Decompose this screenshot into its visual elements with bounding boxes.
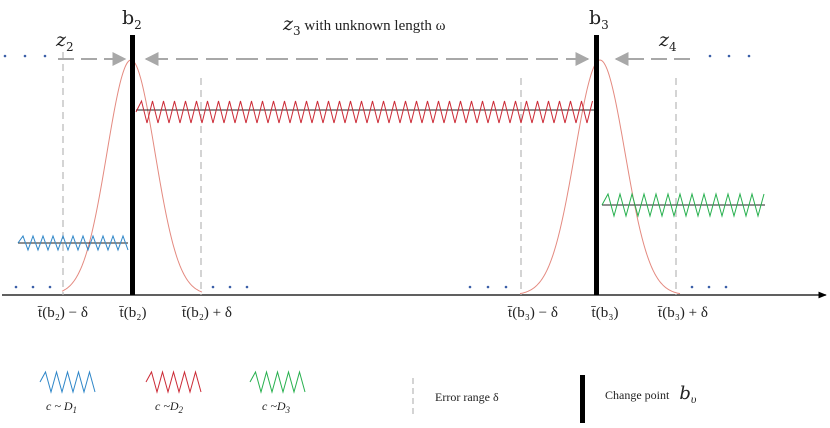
signal-d3-zigzag: [601, 192, 765, 218]
label-b3-sub: 3: [601, 18, 609, 32]
legend-label-d2-main: c ~D: [155, 399, 179, 413]
label-z3-main: z: [282, 13, 294, 35]
label-z4: z4: [658, 29, 677, 54]
legend-change-point-label: Change point bυ: [605, 383, 697, 406]
error-range-lines: [62, 52, 677, 295]
dot: [486, 285, 490, 289]
bell-curve-b3: [519, 59, 681, 295]
legend-error-range-label: Error range δ: [435, 390, 499, 404]
signal-d1: [17, 234, 129, 252]
change-point-bar-b3: [594, 35, 599, 295]
dot: [724, 285, 728, 289]
legend-change-point-sym: b: [679, 383, 691, 404]
legend-label-d3-main: c ~D: [262, 399, 286, 413]
legend-swatch-d3: [249, 370, 306, 394]
dot: [690, 285, 694, 289]
axis-label-b3: t̄(b₃): [591, 305, 619, 321]
signal-d3: [601, 192, 765, 218]
dot: [504, 285, 508, 289]
legend-swatch-d2: [145, 370, 202, 394]
label-b3: b3: [589, 7, 609, 32]
ellipsis-dots: [3, 54, 751, 289]
dot: [48, 285, 52, 289]
axis-label-b3-minus: t̄(b₃) − δ: [507, 305, 558, 321]
legend-change-point-swatch: [580, 375, 585, 423]
label-z2-main: z: [55, 29, 67, 51]
signal-d2-zigzag: [135, 99, 593, 124]
axis-label-b2: t̄(b₂): [119, 305, 147, 321]
dot: [707, 285, 711, 289]
dot: [708, 54, 712, 58]
dot: [211, 285, 215, 289]
axis-label-b3-plus: t̄(b₃) + δ: [657, 305, 708, 321]
label-z4-sub: 4: [669, 40, 677, 54]
axis-label-b2-plus: t̄(b₂) + δ: [181, 305, 232, 321]
dot: [747, 54, 751, 58]
label-z4-main: z: [658, 29, 670, 51]
legend-change-point-text: Change point: [605, 388, 670, 402]
dot: [23, 54, 27, 58]
dot: [31, 285, 35, 289]
legend-change-point-sub: υ: [691, 392, 697, 406]
label-b2-sub: 2: [134, 18, 142, 32]
label-b2-main: b: [122, 7, 134, 29]
legend-label-d3-sub: 3: [284, 405, 290, 415]
dot: [245, 285, 249, 289]
dot: [468, 285, 472, 289]
legend-label-d1-sub: 1: [72, 405, 77, 415]
legend: c ~ D1 c ~D2 c ~D3 Error range δ Change …: [39, 370, 697, 423]
legend-label-d1: c ~ D1: [46, 399, 77, 415]
change-point-bar-b2: [130, 35, 135, 295]
dot: [43, 54, 47, 58]
label-b2: b2: [122, 7, 142, 32]
legend-label-d2: c ~D2: [155, 399, 183, 415]
signal-d1-zigzag: [17, 234, 129, 252]
dot: [3, 54, 7, 58]
legend-label-d3: c ~D3: [262, 399, 290, 415]
label-z2: z2: [55, 29, 74, 54]
label-z3-sub: 3: [293, 24, 301, 38]
dot: [14, 285, 18, 289]
legend-swatch-d1: [39, 370, 96, 394]
axis-label-b2-minus: t̄(b₂) − δ: [37, 305, 88, 321]
legend-label-d1-main: c ~ D: [46, 399, 73, 413]
signal-d2: [135, 99, 594, 124]
label-z3: z3 with unknown length ω: [282, 13, 446, 38]
label-z2-sub: 2: [66, 40, 74, 54]
legend-label-d2-sub: 2: [178, 405, 183, 415]
label-z3-suffix: with unknown length ω: [301, 18, 446, 34]
dot: [228, 285, 232, 289]
label-b3-main: b: [589, 7, 601, 29]
dot: [727, 54, 731, 58]
